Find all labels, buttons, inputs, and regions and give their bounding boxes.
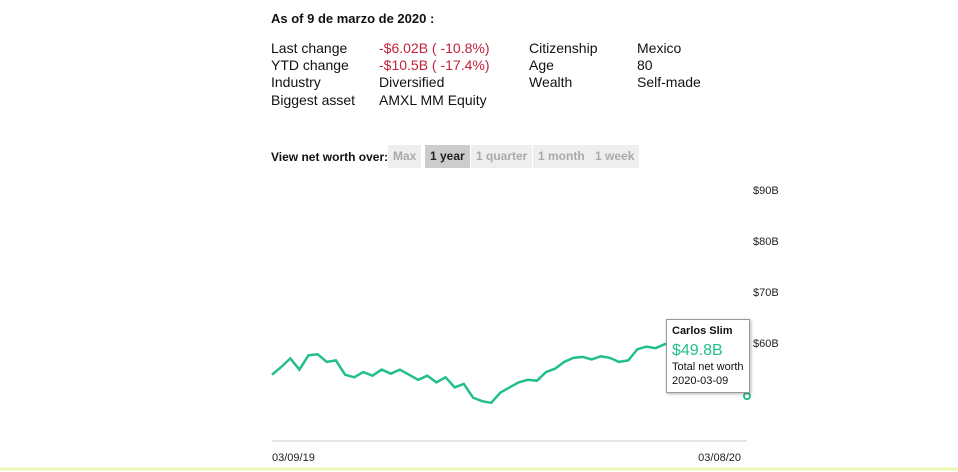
range-label: View net worth over: [271,150,389,164]
end-point [743,392,751,401]
stat-value: Self-made [637,74,701,90]
y-tick-label: $80B [753,236,779,248]
x-tick-label: 03/08/20 [698,452,741,464]
stat-label: Age [529,57,554,73]
range-button[interactable]: Max [388,145,422,168]
stat-value: AMXL MM Equity [379,92,487,108]
as-of: As of 9 de marzo de 2020 : [271,11,435,26]
stat-label: Industry [271,74,321,90]
stat-label: Citizenship [529,40,598,56]
range-button[interactable]: 1 quarter [471,145,533,168]
stat-label: YTD change [271,57,349,73]
tooltip-name: Carlos Slim [672,325,733,337]
stat-value: -$6.02B ( -10.8%) [379,40,490,56]
stat-value: 80 [637,57,653,73]
range-button[interactable]: 1 year [425,145,470,168]
stat-value: -$10.5B ( -17.4%) [379,57,490,73]
tooltip-date: 2020-03-09 [672,375,729,387]
range-button[interactable]: 1 week [590,145,640,168]
tooltip-caption: Total net worth [672,361,744,373]
stat-label: Biggest asset [271,92,356,108]
stat-label: Wealth [529,74,573,90]
stat-value: Diversified [379,74,445,90]
y-tick-label: $70B [753,287,779,299]
y-tick-label: $90B [753,185,779,197]
tooltip: Carlos Slim $49.8B Total net worth 2020-… [666,319,750,393]
stat-value: Mexico [637,40,682,56]
x-tick-label: 03/09/19 [272,452,315,464]
range-button[interactable]: 1 month [533,145,590,168]
y-tick-label: $60B [753,338,779,350]
stat-label: Last change [271,40,348,56]
tooltip-value: $49.8B [672,342,723,359]
